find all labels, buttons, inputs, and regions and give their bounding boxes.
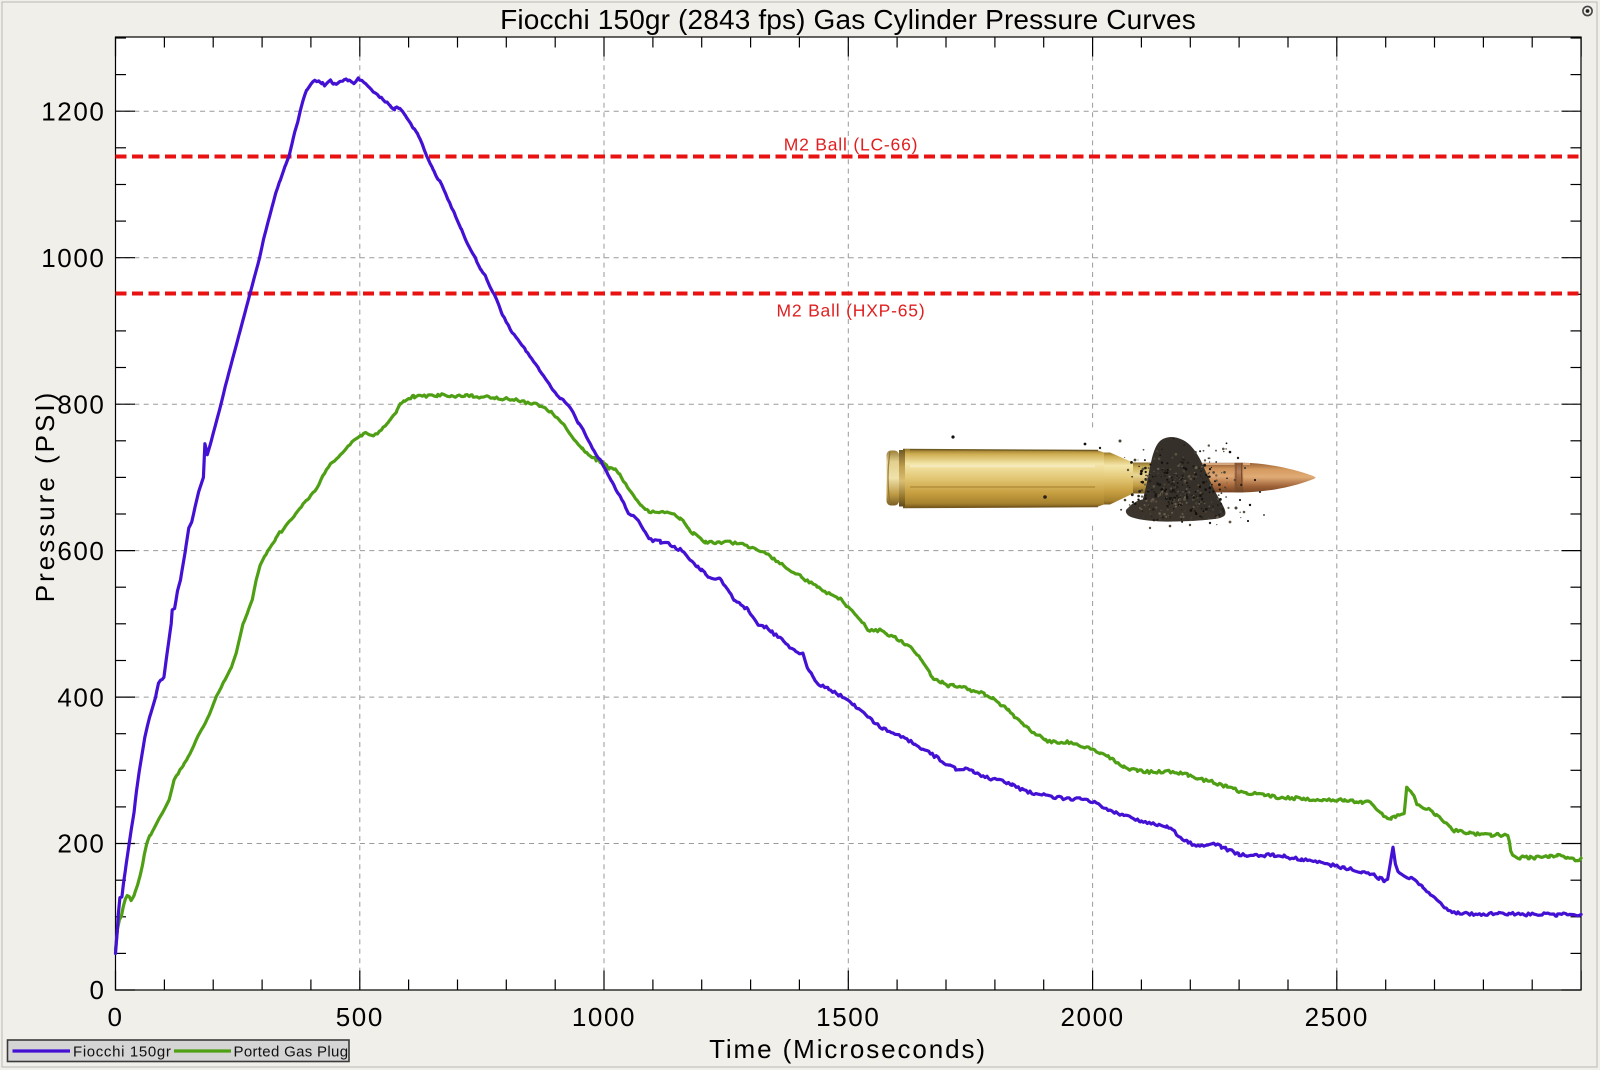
svg-text:Pressure (PSI): Pressure (PSI) (30, 390, 60, 603)
svg-text:0: 0 (89, 975, 105, 1005)
svg-text:1000: 1000 (572, 1002, 636, 1032)
svg-text:M2 Ball (LC-66): M2 Ball (LC-66) (784, 135, 919, 155)
svg-text:Fiocchi 150gr: Fiocchi 150gr (73, 1044, 172, 1061)
svg-text:600: 600 (57, 536, 105, 566)
svg-text:1000: 1000 (41, 243, 105, 273)
svg-text:2000: 2000 (1060, 1002, 1124, 1032)
svg-text:M2 Ball (HXP-65): M2 Ball (HXP-65) (777, 301, 926, 321)
svg-text:200: 200 (57, 829, 105, 859)
svg-text:Time (Microseconds): Time (Microseconds) (709, 1034, 987, 1064)
svg-text:1500: 1500 (816, 1002, 880, 1032)
svg-text:800: 800 (57, 389, 105, 419)
svg-text:Fiocchi 150gr (2843 fps) Gas C: Fiocchi 150gr (2843 fps) Gas Cylinder Pr… (500, 4, 1196, 35)
svg-text:0: 0 (107, 1002, 123, 1032)
svg-text:Ported Gas Plug: Ported Gas Plug (234, 1044, 349, 1061)
svg-text:2500: 2500 (1305, 1002, 1369, 1032)
svg-text:400: 400 (57, 682, 105, 712)
svg-text:1200: 1200 (41, 96, 105, 126)
svg-text:500: 500 (336, 1002, 384, 1032)
